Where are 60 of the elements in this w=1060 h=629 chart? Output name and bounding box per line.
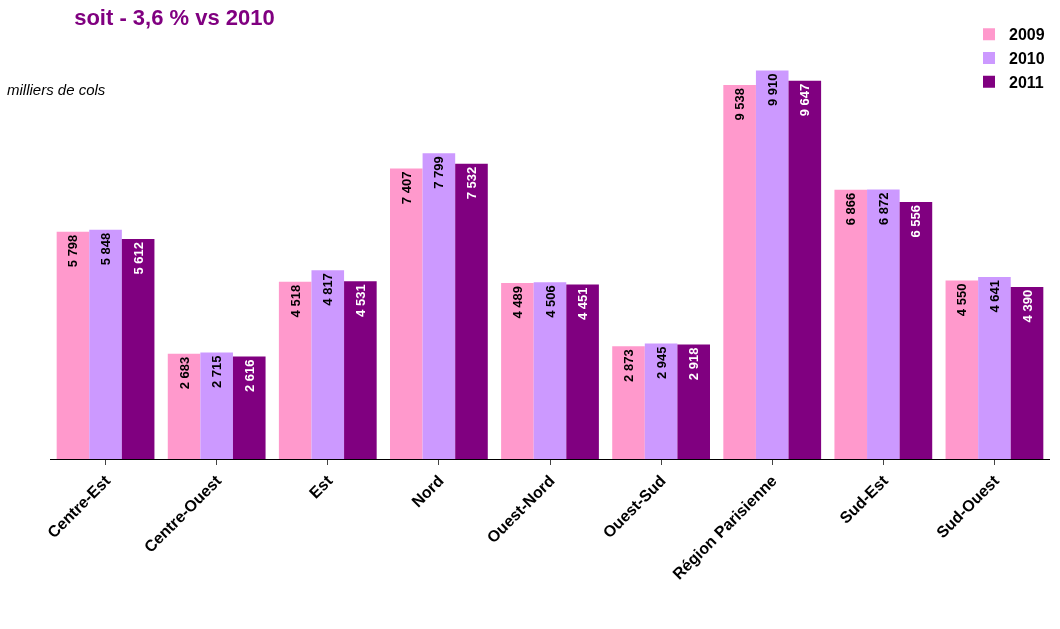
data-label: 4 506 bbox=[542, 285, 558, 318]
bar bbox=[56, 231, 90, 459]
data-label: 5 848 bbox=[98, 232, 114, 266]
bar bbox=[121, 238, 155, 459]
bar bbox=[501, 283, 534, 459]
bar bbox=[723, 85, 756, 459]
y-axis-title: milliers de cols bbox=[7, 81, 106, 98]
x-tick-label: Est bbox=[305, 471, 337, 502]
data-label: 6 556 bbox=[908, 204, 924, 238]
data-label: 7 799 bbox=[431, 156, 447, 189]
data-label: 7 532 bbox=[463, 166, 479, 200]
data-label: 4 489 bbox=[509, 286, 525, 319]
bar bbox=[533, 282, 567, 459]
bar bbox=[677, 344, 710, 459]
data-label: 2 683 bbox=[176, 356, 192, 390]
bar bbox=[867, 189, 900, 459]
data-label: 6 866 bbox=[843, 192, 859, 226]
bar bbox=[834, 189, 868, 459]
data-label: 4 531 bbox=[352, 284, 368, 317]
bar bbox=[232, 356, 266, 459]
bar bbox=[1010, 286, 1044, 459]
data-label: 4 550 bbox=[954, 283, 970, 317]
bar bbox=[899, 201, 933, 459]
data-label: 4 817 bbox=[320, 273, 336, 306]
bar bbox=[422, 153, 456, 459]
bar bbox=[455, 163, 488, 459]
data-label: 7 407 bbox=[398, 171, 414, 205]
data-label: 4 641 bbox=[986, 280, 1002, 313]
bar bbox=[612, 346, 645, 459]
bar bbox=[945, 280, 979, 459]
data-label: 9 538 bbox=[732, 88, 748, 121]
data-label: 5 612 bbox=[130, 241, 146, 275]
data-label: 6 872 bbox=[875, 192, 891, 226]
bar bbox=[566, 284, 599, 459]
legend-label: 2010 bbox=[1009, 50, 1045, 68]
bar bbox=[344, 281, 377, 459]
data-label: 4 390 bbox=[1019, 289, 1035, 323]
data-label: 4 451 bbox=[575, 287, 591, 321]
bar bbox=[755, 70, 789, 459]
data-label: 2 945 bbox=[653, 346, 669, 380]
bar bbox=[89, 229, 122, 459]
legend-label: 2009 bbox=[1009, 26, 1045, 44]
data-label: 4 518 bbox=[287, 284, 303, 318]
bar bbox=[978, 277, 1011, 459]
data-label: 2 616 bbox=[241, 359, 257, 392]
data-label: 9 647 bbox=[797, 83, 813, 117]
bar bbox=[200, 352, 233, 459]
data-label: 2 873 bbox=[621, 349, 637, 382]
bar bbox=[311, 270, 345, 459]
data-label: 2 715 bbox=[209, 355, 225, 389]
bar bbox=[788, 80, 822, 459]
bar bbox=[167, 353, 201, 459]
data-label: 9 910 bbox=[764, 73, 780, 106]
data-label: 5 798 bbox=[65, 234, 81, 268]
bar bbox=[644, 343, 678, 459]
data-label: 2 918 bbox=[686, 347, 702, 381]
legend-label: 2011 bbox=[1009, 74, 1044, 92]
chart-title: soit - 3,6 % vs 2010 bbox=[74, 4, 275, 30]
bar bbox=[278, 281, 312, 459]
bar bbox=[390, 168, 423, 459]
